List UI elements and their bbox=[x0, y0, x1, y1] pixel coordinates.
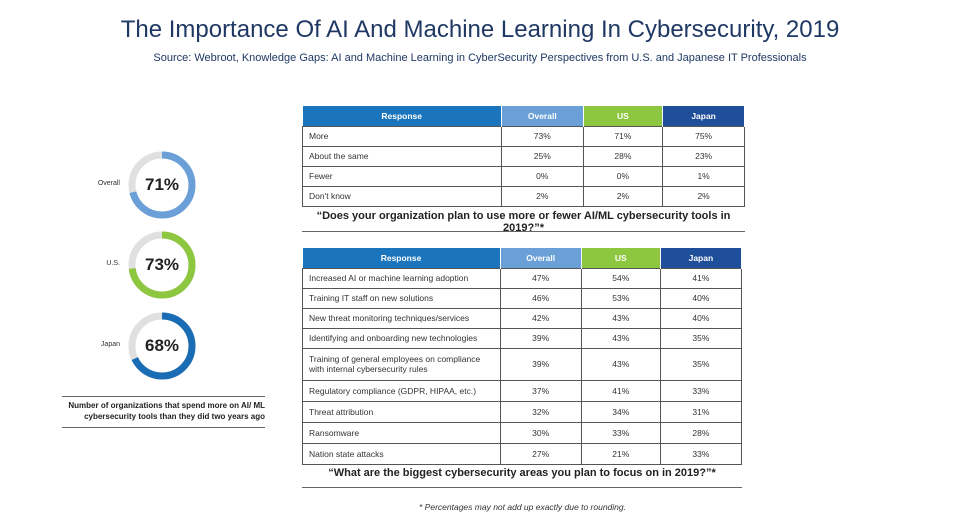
donut-2 bbox=[128, 312, 196, 380]
donut-1 bbox=[128, 231, 196, 299]
table-cell: 33% bbox=[659, 379, 743, 402]
table-cell: 43% bbox=[580, 307, 661, 329]
table-cell: 33% bbox=[580, 421, 661, 444]
table-cell: 53% bbox=[580, 287, 661, 309]
table-cell: 40% bbox=[659, 307, 743, 329]
table-cell: 71% bbox=[582, 125, 664, 147]
table-cell: Training of general employees on complia… bbox=[302, 347, 501, 381]
table-row: Ransomware 30% 33% 28% bbox=[302, 421, 743, 444]
table-row: About the same 25% 28% 23% bbox=[302, 145, 745, 167]
table-cell: Fewer bbox=[302, 165, 502, 187]
column-header: US bbox=[581, 248, 661, 268]
table-row: Threat attribution 32% 34% 31% bbox=[302, 400, 743, 423]
table-cell: 30% bbox=[499, 421, 582, 444]
table-cell: 0% bbox=[582, 165, 664, 187]
table-cell: 2% bbox=[662, 185, 745, 207]
table-cell: 28% bbox=[582, 145, 664, 167]
table-cell: Don't know bbox=[302, 185, 502, 207]
footnote: * Percentages may not add up exactly due… bbox=[419, 502, 626, 512]
table-cell: Ransomware bbox=[302, 421, 501, 444]
table-row: Fewer 0% 0% 1% bbox=[302, 165, 745, 187]
table-cell: Training IT staff on new solutions bbox=[302, 287, 501, 309]
table-cell: Identifying and onboarding new technolog… bbox=[302, 327, 501, 349]
table-cell: Threat attribution bbox=[302, 400, 501, 423]
donut-value: 71% bbox=[144, 175, 180, 194]
table-cell: 2% bbox=[500, 185, 584, 207]
table-cell: 40% bbox=[659, 287, 743, 309]
table-cell: 25% bbox=[500, 145, 584, 167]
table-cell: 27% bbox=[499, 442, 582, 465]
table-row: Regulatory compliance (GDPR, HIPAA, etc.… bbox=[302, 379, 743, 402]
donut-label: Japan bbox=[100, 341, 120, 348]
table-cell: 0% bbox=[500, 165, 584, 187]
table-cell: 35% bbox=[659, 327, 743, 349]
table-focus-areas-caption: “What are the biggest cybersecurity area… bbox=[328, 467, 716, 479]
table-cell: 46% bbox=[499, 287, 582, 309]
table-cell: 23% bbox=[662, 145, 745, 167]
source-note: Source: Webroot, Knowledge Gaps: AI and … bbox=[153, 52, 807, 64]
donut-label: Overall bbox=[97, 180, 120, 187]
table-cell: 41% bbox=[580, 379, 661, 402]
donut-arc bbox=[128, 312, 196, 380]
table-cell: 47% bbox=[499, 267, 582, 289]
table-cell: 73% bbox=[500, 125, 584, 147]
table-cell: 31% bbox=[659, 400, 743, 423]
column-header: US bbox=[583, 106, 664, 126]
column-header: Response bbox=[302, 106, 502, 126]
table-cell: 2% bbox=[582, 185, 664, 207]
table-cell: 43% bbox=[580, 347, 661, 381]
donut-value: 73% bbox=[144, 255, 180, 274]
table-cell: 33% bbox=[659, 442, 743, 465]
table-cell: Nation state attacks bbox=[302, 442, 501, 465]
divider bbox=[302, 487, 742, 488]
table-tool-plans: Response Overall US Japan More 73% 71% 75% About… bbox=[302, 106, 745, 207]
column-header: Overall bbox=[501, 106, 584, 126]
table-row: Nation state attacks 27% 21% 33% bbox=[302, 442, 743, 465]
table-row: Don't know 2% 2% 2% bbox=[302, 185, 745, 207]
table-row: Increased AI or machine learning adoptio… bbox=[302, 267, 743, 289]
table-header-row: Response Overall US Japan bbox=[302, 106, 745, 126]
table-row: More 73% 71% 75% bbox=[302, 125, 745, 147]
table-cell: 37% bbox=[499, 379, 582, 402]
column-header: Response bbox=[302, 248, 501, 268]
donut-label: U.S. bbox=[106, 260, 120, 267]
table-focus-areas: Response Overall US Japan Increased AI or ma… bbox=[302, 248, 743, 465]
divider bbox=[62, 427, 265, 428]
table-cell: 35% bbox=[659, 347, 743, 381]
page-title: The Importance Of AI And Machine Learnin… bbox=[120, 16, 840, 43]
table-cell: 21% bbox=[580, 442, 661, 465]
divider bbox=[62, 396, 265, 397]
table-cell: 34% bbox=[580, 400, 661, 423]
donut-arc bbox=[128, 151, 196, 219]
table-row: New threat monitoring techniques/service… bbox=[302, 307, 743, 329]
table-cell: 1% bbox=[662, 165, 745, 187]
table-cell: 43% bbox=[580, 327, 661, 349]
column-header: Japan bbox=[660, 248, 743, 268]
table-cell: About the same bbox=[302, 145, 502, 167]
table-cell: 41% bbox=[659, 267, 743, 289]
donut-caption: Number of organizations that spend more … bbox=[68, 401, 265, 421]
table-row: Training of general employees on complia… bbox=[302, 347, 743, 381]
table-cell: 75% bbox=[662, 125, 745, 147]
table-cell: 32% bbox=[499, 400, 582, 423]
table-cell: 39% bbox=[499, 347, 582, 381]
divider bbox=[302, 231, 745, 232]
donut-value: 68% bbox=[144, 336, 180, 355]
table-cell: 39% bbox=[499, 327, 582, 349]
table-row: Training IT staff on new solutions 46% 53%… bbox=[302, 287, 743, 309]
table-cell: Regulatory compliance (GDPR, HIPAA, etc.… bbox=[302, 379, 501, 402]
table-cell: New threat monitoring techniques/service… bbox=[302, 307, 501, 329]
table-cell: 54% bbox=[580, 267, 661, 289]
donut-arc bbox=[128, 231, 196, 299]
donut-0 bbox=[128, 151, 196, 219]
table-cell: Increased AI or machine learning adoptio… bbox=[302, 267, 501, 289]
table-header-row: Response Overall US Japan bbox=[302, 248, 743, 268]
column-header: Overall bbox=[500, 248, 582, 268]
table-cell: 42% bbox=[499, 307, 582, 329]
column-header: Japan bbox=[662, 106, 745, 126]
table-row: Identifying and onboarding new technolog… bbox=[302, 327, 743, 349]
table-cell: More bbox=[302, 125, 502, 147]
table-cell: 28% bbox=[659, 421, 743, 444]
